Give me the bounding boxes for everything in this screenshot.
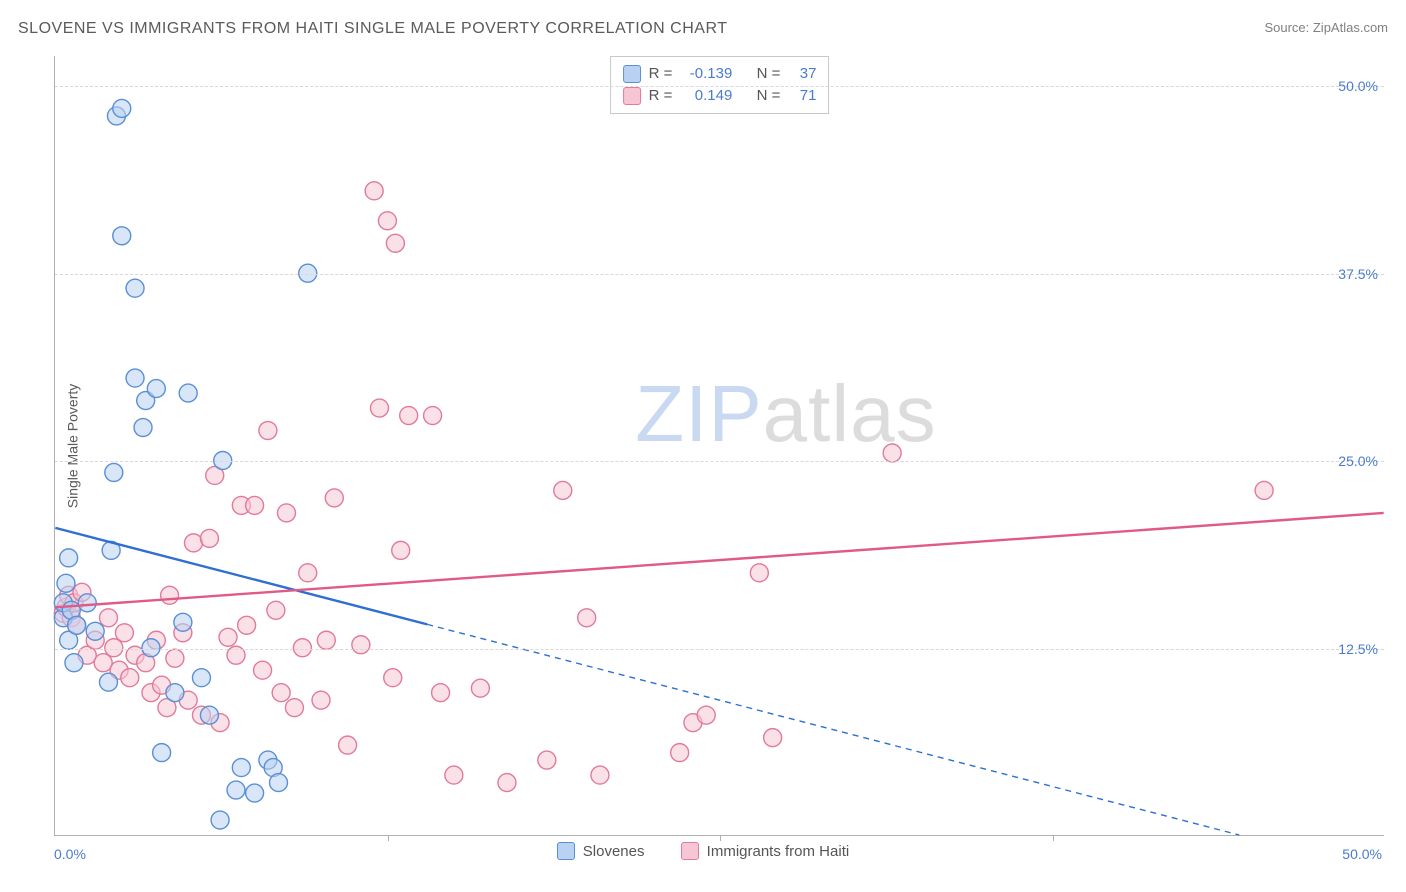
data-point (86, 622, 104, 640)
data-point (121, 669, 139, 687)
n-label: N = (757, 63, 781, 85)
data-point (57, 574, 75, 592)
y-tick-label: 37.5% (1338, 266, 1378, 282)
swatch-pink (623, 87, 641, 105)
swatch-pink (681, 842, 699, 860)
data-point (554, 481, 572, 499)
data-point (78, 594, 96, 612)
data-point (99, 673, 117, 691)
series-label-haiti: Immigrants from Haiti (707, 843, 850, 860)
data-point (238, 616, 256, 634)
data-point (126, 369, 144, 387)
data-point (200, 706, 218, 724)
series-legend: Slovenes Immigrants from Haiti (0, 842, 1406, 864)
data-point (384, 669, 402, 687)
data-point (65, 654, 83, 672)
y-tick-label: 25.0% (1338, 453, 1378, 469)
data-point (246, 496, 264, 514)
data-point (392, 541, 410, 559)
data-point (200, 529, 218, 547)
data-point (432, 684, 450, 702)
r-label: R = (649, 85, 673, 107)
data-point (115, 624, 133, 642)
data-point (68, 616, 86, 634)
data-point (424, 407, 442, 425)
data-point (1255, 481, 1273, 499)
data-point (277, 504, 295, 522)
data-point (299, 564, 317, 582)
data-point (498, 774, 516, 792)
data-point (259, 422, 277, 440)
r-value-slovenes: -0.139 (680, 63, 732, 85)
n-value-haiti: 71 (788, 85, 816, 107)
data-point (764, 729, 782, 747)
data-point (339, 736, 357, 754)
data-point (219, 628, 237, 646)
data-point (126, 279, 144, 297)
data-point (153, 744, 171, 762)
data-point (147, 380, 165, 398)
data-point (578, 609, 596, 627)
data-point (365, 182, 383, 200)
data-point (166, 684, 184, 702)
data-point (113, 99, 131, 117)
data-point (883, 444, 901, 462)
data-point (267, 601, 285, 619)
data-point (254, 661, 272, 679)
data-point (134, 419, 152, 437)
data-point (386, 234, 404, 252)
data-point (270, 774, 288, 792)
data-point (697, 706, 715, 724)
data-point (105, 463, 123, 481)
r-value-haiti: 0.149 (680, 85, 732, 107)
data-point (272, 684, 290, 702)
data-point (750, 564, 768, 582)
data-point (161, 586, 179, 604)
stats-legend: R = -0.139 N = 37 R = 0.149 N = 71 (610, 56, 830, 114)
data-point (317, 631, 335, 649)
data-point (174, 613, 192, 631)
scatter-plot (55, 56, 1384, 835)
data-point (591, 766, 609, 784)
data-point (227, 781, 245, 799)
legend-item-slovenes: Slovenes (557, 842, 645, 860)
swatch-blue (623, 65, 641, 83)
data-point (60, 549, 78, 567)
y-tick-label: 12.5% (1338, 641, 1378, 657)
series-label-slovenes: Slovenes (583, 843, 645, 860)
data-point (94, 654, 112, 672)
data-point (538, 751, 556, 769)
chart-area: ZIPatlas R = -0.139 N = 37 R = 0.149 N =… (54, 56, 1384, 836)
data-point (246, 784, 264, 802)
source-label: Source: ZipAtlas.com (1264, 20, 1388, 35)
data-point (312, 691, 330, 709)
data-point (166, 649, 184, 667)
data-point (285, 699, 303, 717)
header: SLOVENE VS IMMIGRANTS FROM HAITI SINGLE … (18, 20, 1388, 38)
chart-title: SLOVENE VS IMMIGRANTS FROM HAITI SINGLE … (18, 20, 728, 38)
data-point (325, 489, 343, 507)
data-point (671, 744, 689, 762)
r-label: R = (649, 63, 673, 85)
data-point (370, 399, 388, 417)
y-tick-label: 50.0% (1338, 78, 1378, 94)
n-value-slovenes: 37 (788, 63, 816, 85)
legend-item-haiti: Immigrants from Haiti (681, 842, 850, 860)
data-point (378, 212, 396, 230)
n-label: N = (757, 85, 781, 107)
legend-row-haiti: R = 0.149 N = 71 (623, 85, 817, 107)
data-point (232, 759, 250, 777)
data-point (400, 407, 418, 425)
data-point (445, 766, 463, 784)
legend-row-slovenes: R = -0.139 N = 37 (623, 63, 817, 85)
data-point (113, 227, 131, 245)
data-point (185, 534, 203, 552)
data-point (471, 679, 489, 697)
data-point (192, 669, 210, 687)
data-point (211, 811, 229, 829)
data-point (99, 609, 117, 627)
swatch-blue (557, 842, 575, 860)
data-point (352, 636, 370, 654)
data-point (179, 384, 197, 402)
